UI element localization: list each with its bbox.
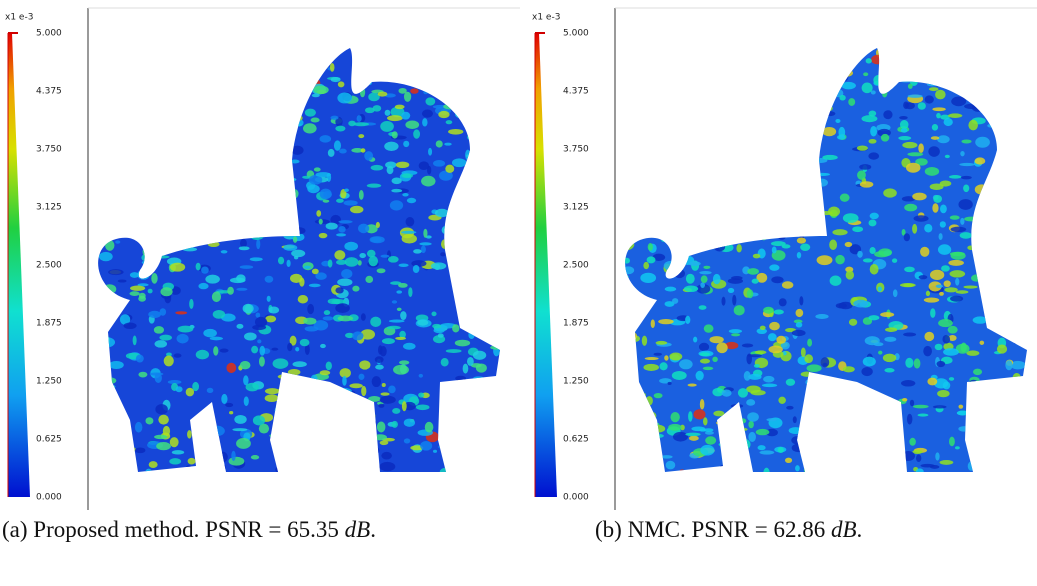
colorbar-tick-label: 3.125 xyxy=(36,203,62,213)
figure-panels: x1 e-35.0004.3753.7503.1252.5001.8751.25… xyxy=(5,7,1037,510)
colorbar-tick-label: 1.250 xyxy=(36,377,62,387)
caption-end: . xyxy=(370,517,376,542)
colorbar-unit: x1 e-3 xyxy=(532,13,560,23)
colorbar-tick-label: 4.375 xyxy=(563,87,589,97)
panel: x1 e-35.000 4.375 3.750 3.125 2.500 1.875 1.25… xyxy=(5,7,520,510)
colorbar xyxy=(8,33,30,497)
colorbar-tick-label: 2.500 xyxy=(36,261,62,271)
colorbar-tick-label: 5.000 xyxy=(36,29,62,39)
colorbar-unit: x1 e-3 xyxy=(5,13,33,23)
caption-label: (a) xyxy=(2,517,28,542)
caption-text: Proposed method. PSNR = 65.35 xyxy=(33,517,339,542)
colorbar-tick-label: 4.375 xyxy=(36,87,62,97)
colorbar xyxy=(535,33,557,497)
colorbar-tick-label: 3.750 xyxy=(563,145,589,155)
caption: (a) Proposed method. PSNR = 65.35 dB. xyxy=(2,515,507,545)
caption-unit: dB xyxy=(830,517,857,542)
caption: (b) NMC. PSNR = 62.86 dB. xyxy=(595,515,1035,545)
colorbar-tick-label: 2.500 xyxy=(563,261,589,271)
colorbar-tick-label: 5.000 xyxy=(563,29,589,39)
colorbar-tick-label: 0.000 xyxy=(36,493,62,503)
colorbar-tick-label: 0.625 xyxy=(36,435,62,445)
colorbar-tick-label: 3.750 xyxy=(36,145,62,155)
caption-label: (b) xyxy=(595,517,622,542)
caption-end: . xyxy=(856,517,863,542)
caption-text: NMC. PSNR = 62.86 xyxy=(627,517,826,542)
colorbar-tick-label: 0.625 xyxy=(563,435,589,445)
caption-unit: dB xyxy=(344,517,371,542)
colorbar-tick-label: 1.875 xyxy=(563,319,589,329)
colorbar-tick-label: 1.250 xyxy=(563,377,589,387)
colorbar-tick-label: 1.875 xyxy=(36,319,62,329)
colorbar-tick-label: 0.000 xyxy=(563,493,589,503)
panel: x1 e-35.000 4.375 3.750 3.125 2.500 1.875 1.25… xyxy=(532,7,1037,510)
colorbar-tick-label: 3.125 xyxy=(563,203,589,213)
